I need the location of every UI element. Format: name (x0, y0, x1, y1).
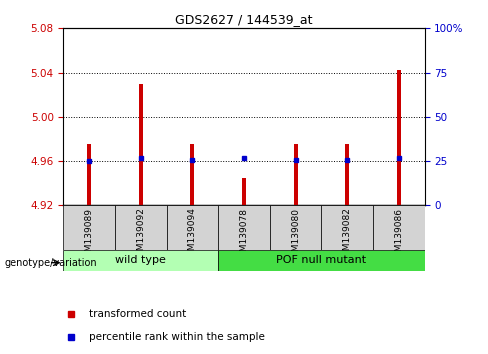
Text: genotype/variation: genotype/variation (5, 258, 98, 268)
Text: GSM139082: GSM139082 (343, 207, 352, 262)
Bar (397, 70, 401, 205)
Bar (322, 205, 373, 250)
Text: GSM139078: GSM139078 (240, 207, 248, 263)
Bar (345, 144, 349, 205)
Bar (270, 205, 322, 250)
Title: GDS2627 / 144539_at: GDS2627 / 144539_at (175, 13, 313, 26)
Text: wild type: wild type (115, 255, 166, 265)
Text: GSM139092: GSM139092 (136, 207, 145, 262)
Bar (242, 178, 246, 205)
Text: percentile rank within the sample: percentile rank within the sample (89, 332, 264, 342)
Bar (63, 250, 218, 271)
Bar (218, 205, 270, 250)
Bar (293, 144, 298, 205)
Text: transformed count: transformed count (89, 309, 186, 319)
Text: GSM139086: GSM139086 (394, 207, 403, 263)
Bar (139, 84, 143, 205)
Text: GSM139094: GSM139094 (188, 207, 197, 262)
Bar (115, 205, 166, 250)
Bar (373, 205, 425, 250)
Bar (63, 205, 115, 250)
Text: GSM139089: GSM139089 (85, 207, 94, 263)
Bar (218, 250, 425, 271)
Text: GSM139080: GSM139080 (291, 207, 300, 263)
Bar (87, 144, 91, 205)
Text: POF null mutant: POF null mutant (276, 255, 366, 265)
Bar (190, 144, 195, 205)
Bar (166, 205, 218, 250)
